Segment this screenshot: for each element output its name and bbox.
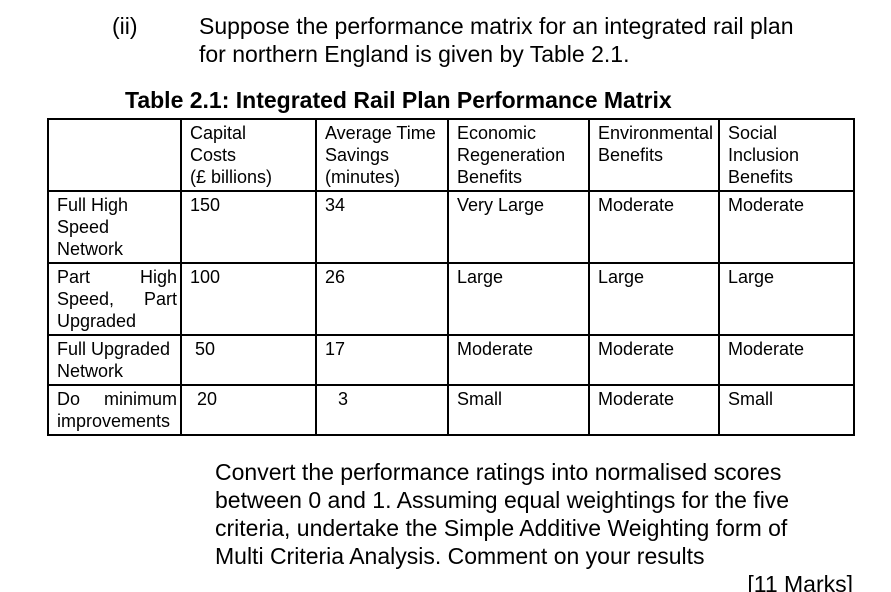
row-label-do-minimum: Do minimum improvements [47, 384, 182, 436]
cell-economic: Very Large [447, 190, 590, 264]
row-label-full-upgraded: Full Upgraded Network [47, 334, 182, 386]
cell-time-savings: 34 [315, 190, 449, 264]
cell-environmental: Moderate [588, 384, 720, 436]
question-intro-text: Suppose the performance matrix for an in… [199, 13, 794, 67]
cell-economic: Large [447, 262, 590, 336]
row-label-full-high-speed: Full High Speed Network [47, 190, 182, 264]
header-cell-time-savings: Average Time Savings (minutes) [315, 118, 449, 192]
cell-capital-costs: 100 [180, 262, 317, 336]
cell-social: Large [718, 262, 855, 336]
cell-capital-costs: 150 [180, 190, 317, 264]
cell-time-savings: 17 [315, 334, 449, 386]
table-title: Table 2.1: Integrated Rail Plan Performa… [125, 87, 672, 113]
performance-matrix-table: Capital Costs (£ billions) Average Time … [47, 118, 855, 436]
cell-social: Small [718, 384, 855, 436]
task-instructions: Convert the performance ratings into nor… [215, 459, 790, 569]
header-cell-economic: Economic Regeneration Benefits [447, 118, 590, 192]
header-cell-environmental: Environmental Benefits [588, 118, 720, 192]
table-row-do-minimum: Do minimum improvements 20 3 Small Moder… [47, 384, 855, 436]
cell-economic: Moderate [447, 334, 590, 386]
cell-social: Moderate [718, 334, 855, 386]
task-block: Convert the performance ratings into nor… [215, 458, 853, 592]
table-row-full-upgraded: Full Upgraded Network 50 17 Moderate Mod… [47, 334, 855, 386]
cell-capital-costs: 50 [180, 334, 317, 386]
cell-economic: Small [447, 384, 590, 436]
row-label-part-high-speed: Part High Speed, Part Upgraded [47, 262, 182, 336]
question-item-label: (ii) [112, 13, 138, 39]
cell-social: Moderate [718, 190, 855, 264]
header-cell-capital-costs: Capital Costs (£ billions) [180, 118, 317, 192]
cell-time-savings: 3 [315, 384, 449, 436]
table-row-part-high-speed: Part High Speed, Part Upgraded 100 26 La… [47, 262, 855, 336]
table-header-row: Capital Costs (£ billions) Average Time … [47, 118, 855, 192]
marks-label: [11 Marks] [747, 571, 853, 592]
header-cell-social: Social Inclusion Benefits [718, 118, 855, 192]
cell-time-savings: 26 [315, 262, 449, 336]
header-cell-blank [47, 118, 182, 192]
cell-environmental: Moderate [588, 190, 720, 264]
cell-capital-costs: 20 [180, 384, 317, 436]
table-row-full-high-speed: Full High Speed Network 150 34 Very Larg… [47, 190, 855, 264]
cell-environmental: Large [588, 262, 720, 336]
cell-environmental: Moderate [588, 334, 720, 386]
